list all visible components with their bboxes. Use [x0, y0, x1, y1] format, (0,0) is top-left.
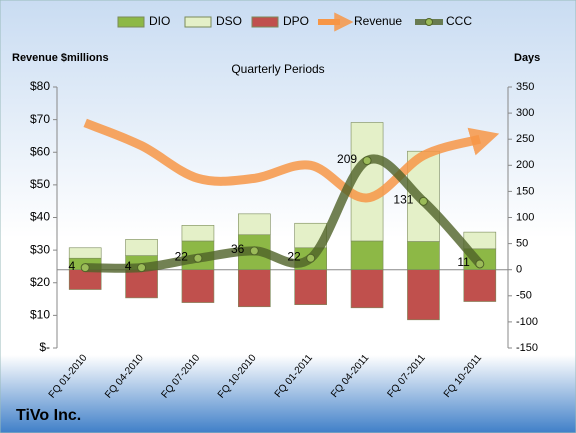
y-tick-label: $10 [30, 308, 50, 322]
legend-label: CCC [446, 14, 472, 28]
legend-swatch [117, 16, 145, 28]
data-label: 131 [393, 192, 413, 206]
data-label: 4 [69, 259, 76, 273]
y-tick-label: $- [39, 340, 50, 354]
y2-tick-label: 350 [516, 81, 534, 93]
bar-segment [238, 213, 271, 236]
ccc-marker [306, 253, 316, 263]
legend-label: DPO [283, 14, 309, 28]
y2-tick-label: 250 [516, 133, 534, 145]
bar-segment [68, 247, 102, 259]
data-label: 209 [337, 152, 357, 166]
bar-segment [125, 239, 158, 256]
data-label: 22 [175, 249, 189, 263]
legend-label: DSO [216, 14, 242, 28]
ccc-marker [137, 263, 147, 273]
y-axis-label: Revenue $millions [12, 52, 109, 64]
legend-swatch [425, 18, 433, 26]
revenue-line [83, 118, 500, 203]
bar-segment [463, 269, 497, 302]
company-label: TiVo Inc. [16, 407, 81, 424]
y2-tick-label: 100 [516, 211, 534, 223]
bar-segment [181, 225, 215, 242]
ccc-marker [362, 156, 372, 166]
bar-segment [125, 269, 158, 299]
legend-label: DIO [149, 14, 170, 28]
ccc-marker [418, 196, 428, 206]
data-label: 11 [457, 255, 470, 269]
bar-segment [294, 269, 327, 305]
y2-tick-label: 150 [516, 185, 534, 197]
y2-tick-label: -50 [516, 290, 532, 302]
legend-swatch [251, 16, 279, 28]
y-tick-label: $30 [30, 242, 50, 256]
data-label: 36 [231, 242, 245, 256]
y2-tick-label: 300 [516, 107, 534, 119]
y2-tick-label: -150 [516, 342, 538, 354]
data-label: 4 [125, 259, 132, 273]
y-tick-label: $60 [30, 144, 50, 158]
bar-segment [407, 241, 440, 270]
ccc-marker [249, 246, 259, 256]
bar-segment [238, 269, 271, 308]
bar-segment [350, 240, 384, 271]
legend-label: Revenue [354, 14, 402, 28]
y-tick-label: $50 [30, 177, 50, 191]
data-label: 22 [287, 249, 301, 263]
y2-tick-label: 0 [516, 264, 522, 276]
y2-tick-label: -100 [516, 316, 538, 328]
y-tick-label: $80 [30, 79, 50, 93]
legend-swatch [184, 16, 212, 28]
bar-segment [350, 269, 384, 309]
y2-tick-label: 200 [516, 159, 534, 171]
y2-tick-label: 50 [516, 238, 528, 250]
y-tick-label: $20 [30, 275, 50, 289]
bar-segment [407, 269, 440, 321]
ccc-marker [475, 259, 485, 269]
y-tick-label: $70 [30, 112, 50, 126]
ccc-marker [193, 253, 203, 263]
y-tick-label: $40 [30, 210, 50, 224]
chart-title: Quarterly Periods [231, 62, 324, 76]
y2-axis-label: Days [514, 52, 540, 64]
bar-segment [181, 269, 215, 303]
ccc-marker [80, 263, 90, 273]
